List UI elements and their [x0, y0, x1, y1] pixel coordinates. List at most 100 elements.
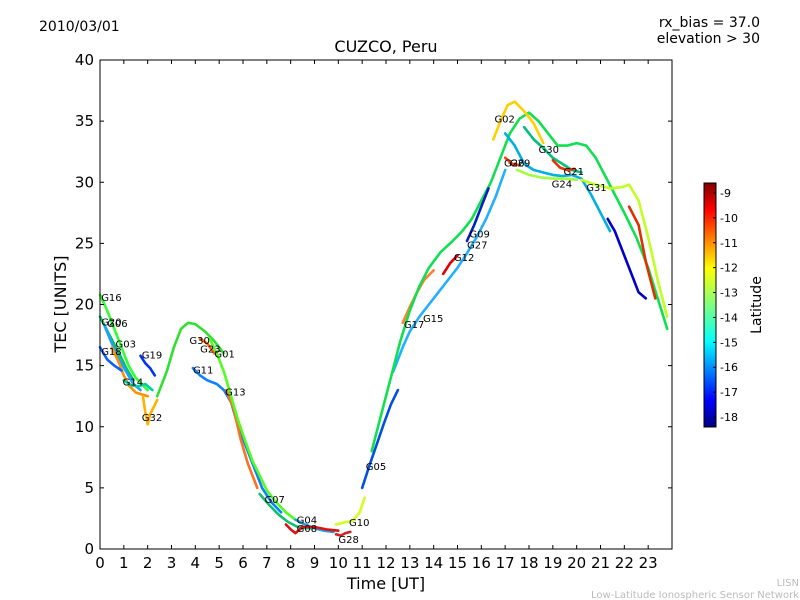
colorbar-ticks: -9 -10 -11 -12 -13 -14 -15 -16 -17 -18 [713, 187, 738, 424]
x-tick-label: 9 [310, 554, 320, 572]
satellite-label: G21 [564, 167, 584, 178]
watermark-short: LISN [777, 578, 799, 589]
x-tick-label: 23 [639, 554, 658, 572]
satellite-trace [391, 168, 507, 374]
colorbar [703, 182, 717, 428]
satellite-trace [122, 378, 154, 392]
x-tick-label: 0 [95, 554, 105, 572]
satellite-label: G24 [552, 179, 572, 190]
date-label: 2010/03/01 [39, 19, 120, 35]
x-tick-label: 21 [591, 554, 610, 572]
x-tick-label: 16 [472, 554, 491, 572]
satellite-label: G06 [107, 319, 127, 330]
colorbar-tick-label: -18 [720, 411, 738, 424]
satellite-trace [491, 100, 545, 145]
satellite-label: G18 [101, 347, 121, 358]
satellite-trace [141, 394, 159, 426]
satellite-label: G08 [297, 524, 317, 535]
satellite-trace [515, 168, 579, 182]
satellite-trace [627, 205, 657, 300]
x-tick-label: 15 [448, 554, 467, 572]
satellite-label: G12 [454, 253, 474, 264]
y-axis-label: TEC [UNITS] [51, 256, 70, 354]
satellite-label: G07 [264, 495, 284, 506]
x-tick-label: 4 [191, 554, 201, 572]
chart-title: CUZCO, Peru [334, 37, 437, 56]
x-tick-label: 6 [238, 554, 248, 572]
colorbar-label: Latitude [749, 276, 765, 334]
x-tick-label: 7 [262, 554, 272, 572]
y-tick-label: 25 [75, 234, 94, 252]
x-tick-label: 20 [567, 554, 586, 572]
x-axis-label: Time [UT] [346, 574, 425, 593]
satellite-trace [503, 132, 612, 233]
satellite-label: G02 [494, 115, 514, 126]
y-tick-label: 30 [75, 173, 94, 191]
y-tick-label: 5 [84, 479, 94, 497]
x-tick-label: 13 [400, 554, 419, 572]
y-tick-label: 15 [75, 357, 94, 375]
satellite-trace [139, 354, 157, 377]
satellite-label: G27 [467, 241, 487, 252]
y-tick-label: 40 [75, 51, 94, 69]
satellite-trace [98, 345, 123, 372]
satellite-trace [465, 187, 490, 243]
colorbar-tick-label: -12 [720, 262, 738, 275]
satellite-label: G17 [404, 320, 424, 331]
satellite-trace [198, 337, 216, 355]
satellite-label: G29 [510, 159, 530, 170]
rx-bias-label: rx_bias = 37.0 [659, 15, 760, 31]
satellite-label: G01 [214, 349, 234, 360]
satellite-trace [551, 158, 576, 172]
satellite-label: G11 [193, 365, 213, 376]
colorbar-tick-label: -14 [720, 311, 738, 324]
satellite-label: G20 [101, 318, 121, 329]
colorbar-tick-label: -9 [720, 187, 731, 200]
elevation-label: elevation > 30 [657, 31, 760, 47]
satellite-label: G03 [115, 340, 135, 351]
colorbar-tick-label: -13 [720, 287, 738, 300]
satellite-label: G10 [349, 518, 369, 529]
colorbar-tick-label: -17 [720, 386, 738, 399]
y-tick-label: 10 [75, 418, 94, 436]
x-tick-label: 8 [286, 554, 296, 572]
satellite-trace [370, 111, 669, 453]
x-tick-label: 17 [496, 554, 515, 572]
x-tick-label: 11 [353, 554, 372, 572]
y-tick-label: 35 [75, 112, 94, 130]
watermark-long: Low-Latitude Ionospheric Sensor Network [591, 590, 799, 600]
satellite-label: G30 [539, 145, 559, 156]
satellite-label: G30 [189, 336, 209, 347]
x-tick-label: 5 [214, 554, 224, 572]
plot-frame [99, 59, 673, 550]
y-tick-label: 20 [75, 296, 94, 314]
satellite-trace [580, 178, 669, 319]
satellite-trace [155, 321, 226, 398]
x-tick-label: 14 [424, 554, 443, 572]
x-tick-label: 22 [615, 554, 634, 572]
satellite-trace [284, 523, 340, 535]
satellite-label: G15 [423, 314, 443, 325]
satellite-trace [334, 496, 366, 526]
satellite-trace [441, 254, 459, 276]
x-tick-label: 2 [143, 554, 153, 572]
y-tick-label: 0 [84, 540, 94, 558]
satellite-label: G28 [338, 535, 358, 546]
satellite-trace [503, 156, 521, 167]
x-tick-label: 12 [376, 554, 395, 572]
colorbar-tick-label: -11 [720, 237, 738, 250]
colorbar-tick-label: -15 [720, 336, 738, 349]
colorbar-tick-label: -10 [720, 212, 738, 225]
x-tick-label: 1 [119, 554, 129, 572]
x-axis-ticks: 0 1 2 3 4 5 6 7 8 9 10 11 12 13 14 15 16 17 18 19 20 21 22 23 [95, 60, 658, 572]
satellite-label: G05 [366, 462, 386, 473]
satellite-label: G31 [586, 183, 606, 194]
satellite-label: G19 [142, 351, 162, 362]
x-tick-label: 19 [543, 554, 562, 572]
satellite-trace [606, 217, 648, 300]
satellite-trace [360, 388, 400, 490]
satellite-label: G23 [200, 345, 220, 356]
x-tick-label: 18 [519, 554, 538, 572]
